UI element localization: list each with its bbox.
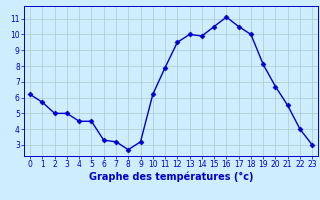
X-axis label: Graphe des températures (°c): Graphe des températures (°c) <box>89 172 253 182</box>
